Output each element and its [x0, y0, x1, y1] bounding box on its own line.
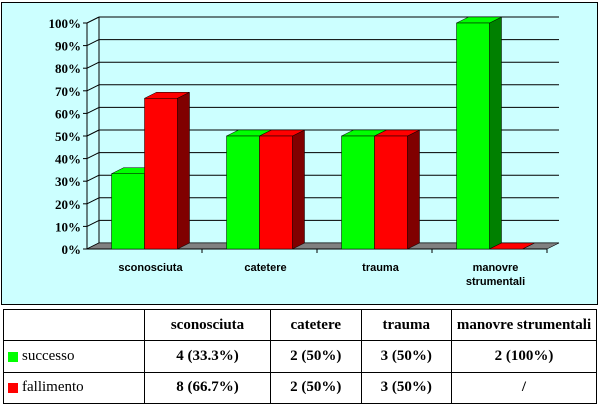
- table-cell: 2 (50%): [270, 371, 362, 405]
- y-tick-label: 0%: [62, 242, 82, 257]
- row-label-text: fallimento: [22, 379, 84, 396]
- legend-swatch-successo: [8, 351, 18, 362]
- table-cell: 8 (66.7%): [143, 371, 272, 405]
- data-table: sconosciuta catetere trauma manovre stru…: [3, 308, 597, 405]
- x-tick-label: trauma: [362, 262, 400, 274]
- table-cell: /: [451, 371, 597, 405]
- bar-chart: 0% 10% 20% 30% 40% 50% 60% 70% 80% 90% 100% sconosc…: [49, 16, 560, 288]
- bar-fallimento: [374, 135, 408, 250]
- x-tick-label: catetere: [244, 262, 286, 274]
- bar-successo: [341, 135, 375, 250]
- bar-side-fallimento: [177, 91, 190, 250]
- x-tick-label: strumentali: [466, 276, 525, 288]
- table-row: successo 4 (33.3%) 2 (50%) 3 (50%) 2 (10…: [3, 340, 597, 373]
- x-tick-label: sconosciuta: [118, 262, 183, 274]
- table-cell: 3 (50%): [360, 371, 452, 405]
- bar-side-fallimento: [407, 129, 420, 250]
- bar-side-fallimento: [292, 129, 305, 250]
- y-tick-label: 30%: [55, 174, 81, 189]
- table-cell: 4 (33.3%): [143, 340, 272, 373]
- table-cell: 2 (100%): [451, 340, 597, 373]
- y-tick-label: 20%: [55, 197, 81, 212]
- bar-side-successo: [489, 16, 502, 250]
- table-cell: 3 (50%): [360, 340, 452, 373]
- gridline-side: [86, 106, 100, 114]
- y-tick-label: 70%: [55, 84, 81, 99]
- bar-successo: [111, 173, 145, 250]
- y-tick-label: 10%: [55, 219, 81, 234]
- table-row: fallimento 8 (66.7%) 2 (50%) 3 (50%) /: [3, 371, 597, 405]
- table-header-cell: trauma: [360, 308, 452, 342]
- gridline-side: [86, 39, 100, 47]
- gridline-side: [86, 219, 100, 227]
- header-manovre-text: manovre strumentali: [456, 316, 592, 333]
- table-cell: 2 (50%): [270, 340, 362, 373]
- y-tick-label: 40%: [55, 152, 81, 167]
- y-tick-label: 50%: [55, 129, 81, 144]
- gridline-side: [86, 152, 100, 160]
- gridline-side: [86, 16, 100, 24]
- y-tick-label: 90%: [55, 39, 81, 54]
- table-header-cell: manovre strumentali: [451, 308, 597, 342]
- legend-swatch-fallimento: [8, 382, 18, 393]
- bar-top-fallimento: [489, 242, 535, 250]
- gridline-side: [86, 174, 100, 182]
- y-tick-label: 80%: [55, 61, 81, 76]
- chart-panel: 0% 10% 20% 30% 40% 50% 60% 70% 80% 90% 100% sconosc…: [1, 2, 598, 305]
- row-label-successo: successo: [3, 340, 145, 373]
- gridline-side: [86, 129, 100, 137]
- bar-fallimento: [144, 98, 178, 250]
- table-header-cell: catetere: [270, 308, 362, 342]
- table-header-cell: sconosciuta: [143, 308, 272, 342]
- row-label-text: successo: [22, 347, 75, 364]
- gridline-side: [86, 84, 100, 92]
- bar-fallimento: [259, 135, 293, 250]
- x-tick-label: manovre: [473, 262, 519, 274]
- bar-successo: [456, 22, 490, 250]
- gridline-side: [86, 197, 100, 205]
- gridline-side: [86, 61, 100, 69]
- table-header-row: sconosciuta catetere trauma manovre stru…: [3, 308, 597, 342]
- row-label-fallimento: fallimento: [3, 371, 145, 405]
- bar-successo: [226, 135, 260, 250]
- table-corner-cell: [3, 308, 145, 342]
- y-tick-label: 60%: [55, 106, 81, 121]
- y-tick-label: 100%: [49, 16, 82, 31]
